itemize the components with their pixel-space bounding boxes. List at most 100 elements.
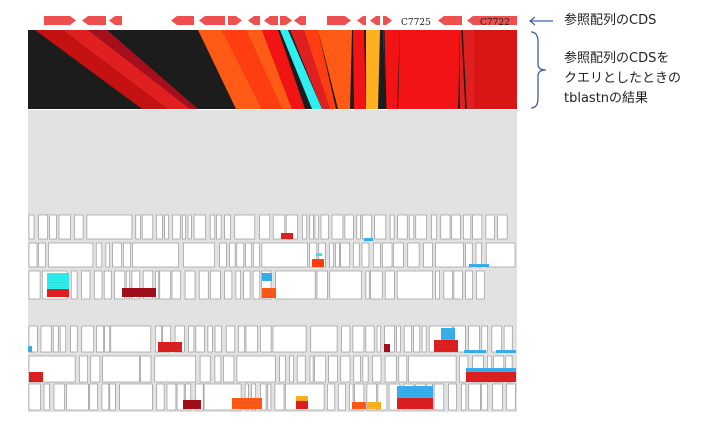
gene-box <box>28 325 38 353</box>
gene-box <box>28 270 41 300</box>
hit-stack <box>367 402 381 409</box>
gene-box <box>396 270 434 300</box>
gene-box <box>86 214 133 240</box>
gene-box <box>465 242 473 268</box>
gene-box <box>225 325 236 353</box>
gene-box <box>465 270 473 300</box>
gene-box <box>79 355 88 383</box>
hit-band <box>280 30 322 109</box>
gene-box <box>366 383 377 411</box>
gene-box <box>214 325 222 353</box>
gene-box <box>331 214 344 240</box>
genome-rows <box>28 214 516 411</box>
gene-box <box>155 270 159 300</box>
gene-box <box>81 325 95 353</box>
gene-box <box>185 383 192 411</box>
annotation-pointer-cds <box>529 16 553 26</box>
gene-box <box>365 270 370 300</box>
gene-box <box>352 242 360 268</box>
gene-box <box>472 214 483 240</box>
gene-box <box>320 214 329 240</box>
gene-box <box>81 270 91 300</box>
gene-box <box>114 270 126 300</box>
gene-box <box>112 242 122 268</box>
gene-box <box>252 270 261 300</box>
gene-box <box>344 214 354 240</box>
hit-stack <box>397 398 433 409</box>
hit-stack <box>158 342 182 352</box>
gene-box <box>340 242 351 268</box>
cds-arrow <box>370 16 380 25</box>
gene-box <box>28 242 38 268</box>
gene-box <box>361 242 370 268</box>
gene-box <box>210 270 221 300</box>
gene-box <box>337 383 346 411</box>
hit-band <box>262 30 305 109</box>
gene-box <box>195 383 204 411</box>
gene-box <box>238 325 246 353</box>
hit-stack <box>364 238 373 241</box>
gene-box <box>408 214 415 240</box>
gene-box <box>340 355 351 383</box>
gene-box <box>384 355 397 383</box>
gene-box <box>421 325 427 353</box>
gene-box <box>195 325 205 353</box>
gene-box <box>362 355 369 383</box>
hit-stack <box>232 398 262 409</box>
gene-box <box>485 214 495 240</box>
hit-band <box>304 30 336 109</box>
hit-stack <box>312 259 324 267</box>
gene-box <box>245 325 258 353</box>
gene-box <box>396 325 401 353</box>
gene-box <box>229 242 236 268</box>
hit-band <box>88 30 198 109</box>
hit-band <box>366 30 380 109</box>
gene-box <box>491 325 502 353</box>
gene-box <box>234 214 256 240</box>
cds-arrow <box>109 16 122 25</box>
gene-box <box>352 325 365 353</box>
cds-arrow <box>44 16 76 25</box>
gene-box <box>236 355 276 383</box>
gene-box <box>223 355 235 383</box>
gene-box <box>176 383 185 411</box>
annotation-line: クエリとしたときの <box>564 71 682 86</box>
gene-box <box>259 214 271 240</box>
hit-stack <box>466 372 516 382</box>
hit-stack <box>47 289 69 297</box>
gene-box <box>329 270 362 300</box>
gene-box <box>260 383 267 411</box>
gene-box <box>70 325 78 353</box>
gene-box <box>279 355 286 383</box>
gene-box <box>159 270 171 300</box>
gene-box <box>389 214 395 240</box>
annotation-tblastn-result: 参照配列のCDSを クエリとしたときの tblastnの結果 <box>564 49 681 109</box>
gene-box <box>349 383 354 411</box>
hit-stack <box>122 288 156 297</box>
gene-box <box>403 325 413 353</box>
gene-box <box>328 355 338 383</box>
annotation-line: tblastnの結果 <box>564 91 649 106</box>
cds-box <box>398 16 436 25</box>
gene-box <box>272 214 286 240</box>
cds-arrow <box>467 16 517 25</box>
gene-box <box>481 383 488 411</box>
gene-box <box>374 214 387 240</box>
gene-box <box>314 214 319 240</box>
hit-stack <box>397 386 433 398</box>
gene-box <box>481 325 488 353</box>
gene-box <box>302 214 308 240</box>
hit-band <box>318 30 352 109</box>
cds-arrow <box>171 16 194 25</box>
gene-box <box>468 383 481 411</box>
gene-box <box>104 325 110 353</box>
gene-box <box>407 242 420 268</box>
gene-box <box>28 214 35 240</box>
gene-box <box>261 270 272 300</box>
hit-band <box>383 30 400 109</box>
gene-box <box>142 270 154 300</box>
gene-box <box>398 355 408 383</box>
gene-box <box>109 383 116 411</box>
gene-box <box>341 325 351 353</box>
gene-box <box>58 214 71 240</box>
